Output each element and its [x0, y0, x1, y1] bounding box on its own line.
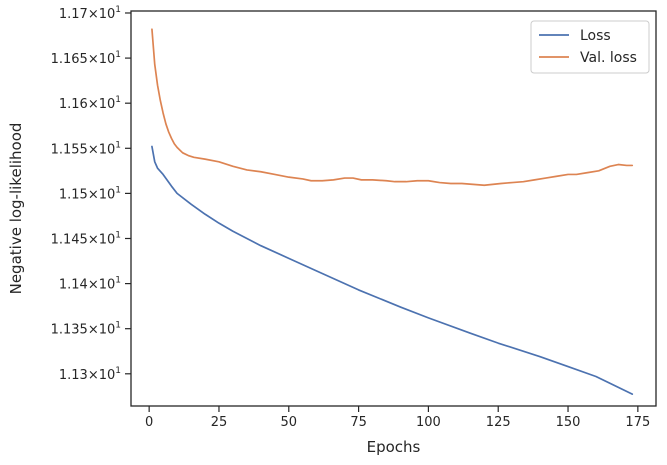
x-axis-label: Epochs: [367, 438, 421, 456]
x-tick-label: 125: [486, 415, 511, 430]
x-tick-label: 100: [416, 415, 441, 430]
y-tick-label: 1.15×101: [59, 185, 121, 202]
y-axis-label: Negative log-likelihood: [7, 123, 25, 295]
y-tick-label: 1.13×101: [59, 366, 121, 383]
plot-frame: [130, 10, 657, 407]
series-line-0: [151, 145, 634, 395]
x-tick-label: 175: [625, 415, 650, 430]
x-tick-label: 150: [556, 415, 581, 430]
y-tick-label: 1.155×101: [51, 140, 121, 157]
y-tick-label: 1.135×101: [51, 321, 121, 338]
y-tick-label: 1.17×101: [59, 5, 121, 22]
x-axis-ticks: 0 25 50 75 100 125 150 175: [145, 406, 650, 430]
y-tick-label: 1.14×101: [59, 276, 121, 293]
legend: Loss Val. loss: [530, 20, 650, 74]
y-tick-label: 1.16×101: [59, 95, 121, 112]
x-tick-label: 0: [145, 415, 153, 430]
legend-box: [530, 20, 650, 74]
y-tick-label: 1.165×101: [51, 50, 121, 67]
series-line-1: [151, 28, 634, 187]
x-tick-label: 75: [350, 415, 367, 430]
legend-label-val-loss: Val. loss: [580, 50, 637, 66]
y-tick-label: 1.145×101: [51, 230, 121, 247]
legend-label-loss: Loss: [580, 28, 611, 44]
x-tick-label: 25: [211, 415, 228, 430]
plot-lines: [151, 28, 634, 395]
x-tick-label: 50: [281, 415, 298, 430]
y-axis-ticks: 1.13×101 1.135×101 1.14×101 1.145×101 1.15×1…: [51, 5, 131, 383]
